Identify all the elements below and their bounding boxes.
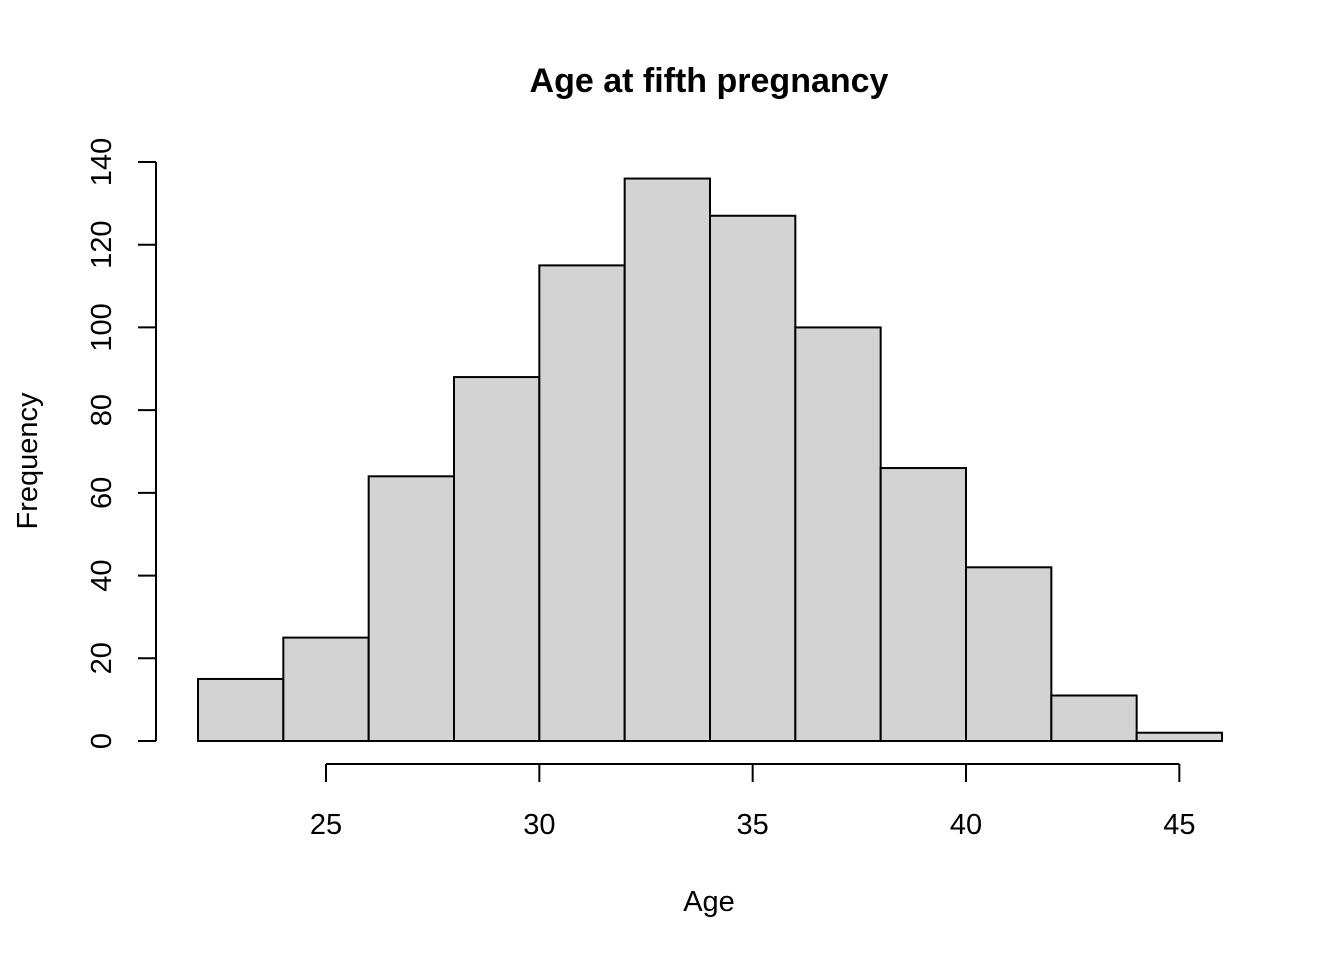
- y-axis-ticks: 0 20 40 60 80 100 120 140: [86, 138, 156, 749]
- y-tick-label: 20: [86, 642, 118, 674]
- y-tick-label: 80: [86, 394, 118, 426]
- x-tick-label: 25: [310, 809, 342, 841]
- histogram-bar: [282, 636, 370, 742]
- histogram-bar: [367, 475, 455, 742]
- y-tick-label: 60: [86, 477, 118, 509]
- y-tick-label: 40: [86, 559, 118, 591]
- histogram-bar: [1050, 694, 1138, 742]
- histogram-bar: [794, 326, 882, 742]
- histogram-bar: [538, 264, 626, 742]
- histogram-bar: [453, 376, 541, 742]
- x-tick-label: 35: [737, 809, 769, 841]
- y-tick-label: 100: [86, 303, 118, 351]
- y-axis-label: Frequency: [12, 392, 44, 530]
- bars-group: [197, 177, 1223, 743]
- x-tick-label: 30: [523, 809, 555, 841]
- y-tick-label: 120: [86, 221, 118, 269]
- histogram-bar: [197, 677, 285, 743]
- histogram-bar: [879, 467, 968, 742]
- x-tick-label: 40: [950, 809, 982, 841]
- histogram-bar: [709, 214, 797, 742]
- histogram-bar: [965, 566, 1053, 742]
- histogram-bar: [1135, 731, 1223, 743]
- y-tick-label: 0: [86, 733, 118, 749]
- y-tick-label: 140: [86, 138, 118, 186]
- x-axis-ticks: 25 30 35 40 45: [310, 764, 1195, 841]
- x-axis-label: Age: [683, 886, 735, 918]
- x-tick-label: 45: [1163, 809, 1195, 841]
- chart-title: Age at fifth pregnancy: [530, 62, 889, 100]
- histogram-bar: [623, 177, 712, 743]
